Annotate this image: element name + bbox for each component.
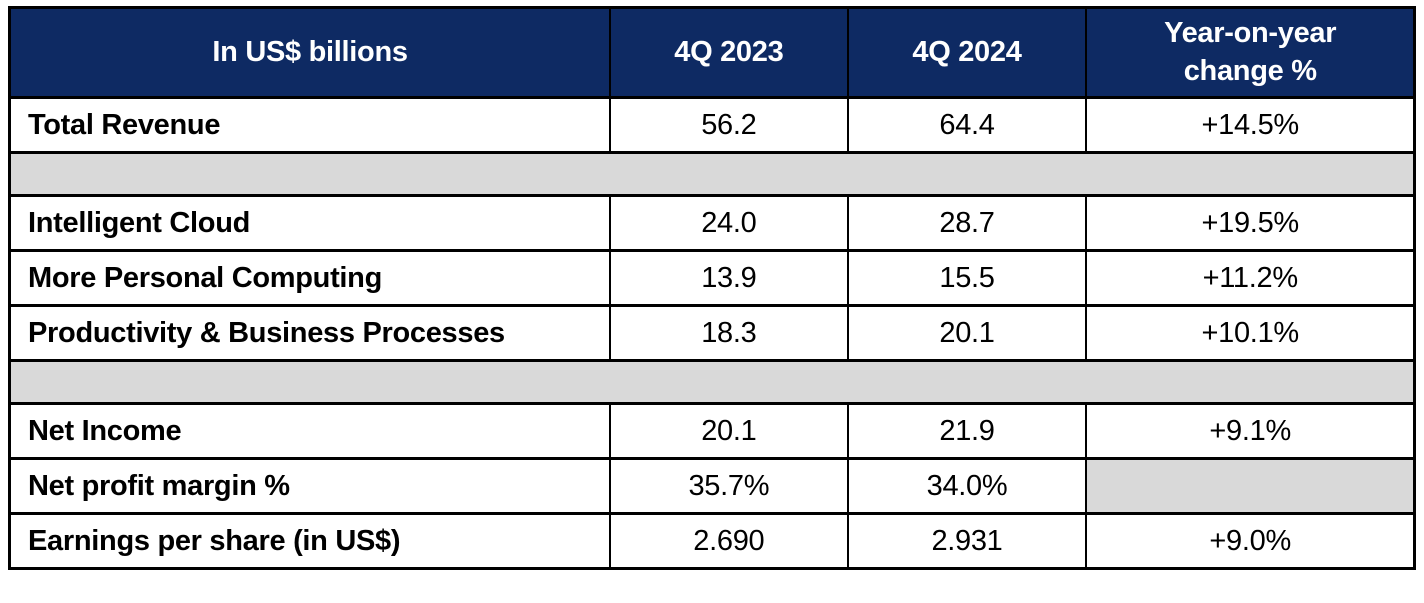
value-4q2024: 64.4 <box>846 96 1088 154</box>
financial-results-table-container: In US$ billions 4Q 2023 4Q 2024 Year-on-… <box>8 6 1416 570</box>
row-label: Earnings per share (in US$) <box>8 512 612 570</box>
row-intelligent-cloud: Intelligent Cloud 24.0 28.7 +19.5% <box>8 194 1416 252</box>
column-header-metric: In US$ billions <box>8 6 612 99</box>
value-4q2023: 35.7% <box>609 457 849 515</box>
value-4q2023: 20.1 <box>609 402 849 460</box>
header-row: In US$ billions 4Q 2023 4Q 2024 Year-on-… <box>8 6 1416 99</box>
yoy-change-value: +9.0% <box>1085 512 1416 570</box>
value-4q2024: 21.9 <box>846 402 1088 460</box>
value-4q2024: 20.1 <box>846 304 1088 362</box>
table-header: In US$ billions 4Q 2023 4Q 2024 Year-on-… <box>8 6 1416 99</box>
row-more-personal-computing: More Personal Computing 13.9 15.5 +11.2% <box>8 249 1416 307</box>
value-4q2024: 2.931 <box>846 512 1088 570</box>
row-label: More Personal Computing <box>8 249 612 307</box>
row-productivity-business-processes: Productivity & Business Processes 18.3 2… <box>8 304 1416 362</box>
financial-results-table: In US$ billions 4Q 2023 4Q 2024 Year-on-… <box>8 6 1416 570</box>
spacer-row <box>8 151 1416 197</box>
column-header-4q2024: 4Q 2024 <box>846 6 1088 99</box>
row-net-profit-margin: Net profit margin % 35.7% 34.0% <box>8 457 1416 515</box>
value-4q2023: 13.9 <box>609 249 849 307</box>
spacer-row <box>8 359 1416 405</box>
table-body: Total Revenue 56.2 64.4 +14.5% Intellige… <box>8 96 1416 570</box>
yoy-change-empty-cell <box>1085 457 1416 515</box>
row-total-revenue: Total Revenue 56.2 64.4 +14.5% <box>8 96 1416 154</box>
row-label: Intelligent Cloud <box>8 194 612 252</box>
spacer-cell <box>8 359 1416 405</box>
yoy-change-value: +14.5% <box>1085 96 1416 154</box>
row-net-income: Net Income 20.1 21.9 +9.1% <box>8 402 1416 460</box>
value-4q2023: 56.2 <box>609 96 849 154</box>
value-4q2023: 18.3 <box>609 304 849 362</box>
value-4q2024: 34.0% <box>846 457 1088 515</box>
row-label: Net profit margin % <box>8 457 612 515</box>
value-4q2024: 15.5 <box>846 249 1088 307</box>
value-4q2023: 2.690 <box>609 512 849 570</box>
column-header-4q2023: 4Q 2023 <box>609 6 849 99</box>
row-label: Productivity & Business Processes <box>8 304 612 362</box>
row-label: Net Income <box>8 402 612 460</box>
value-4q2023: 24.0 <box>609 194 849 252</box>
yoy-change-value: +19.5% <box>1085 194 1416 252</box>
row-earnings-per-share: Earnings per share (in US$) 2.690 2.931 … <box>8 512 1416 570</box>
value-4q2024: 28.7 <box>846 194 1088 252</box>
yoy-change-value: +9.1% <box>1085 402 1416 460</box>
column-header-yoy-change: Year-on-year change % <box>1085 6 1416 99</box>
row-label: Total Revenue <box>8 96 612 154</box>
spacer-cell <box>8 151 1416 197</box>
yoy-change-value: +10.1% <box>1085 304 1416 362</box>
yoy-change-value: +11.2% <box>1085 249 1416 307</box>
